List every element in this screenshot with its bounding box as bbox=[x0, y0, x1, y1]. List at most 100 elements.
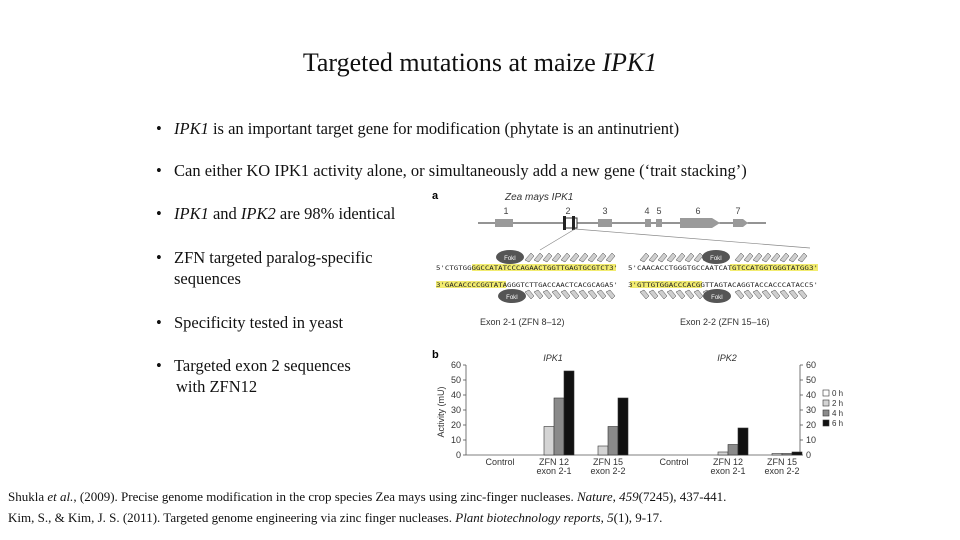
zinc-finger bbox=[524, 289, 535, 300]
bullet-text: ZFN targeted paralog-specific bbox=[174, 248, 373, 267]
zinc-finger bbox=[587, 252, 598, 263]
figure-panel-b: b IPK1 IPK2 Activity (mU) 0 0 10 10 20 20 30 30… bbox=[432, 349, 843, 476]
zinc-finger bbox=[743, 252, 754, 263]
exon-number: 4 bbox=[644, 206, 649, 216]
zinc-finger bbox=[779, 252, 790, 263]
zinc-finger bbox=[770, 252, 781, 263]
title-gene: IPK1 bbox=[602, 48, 658, 77]
exon-number: 5 bbox=[656, 206, 661, 216]
ref-volume: 459 bbox=[619, 489, 639, 504]
dna-bottom-strand: 3'GACACCCCGGTATAGGGTCTTGACCAACTCACGCAGA5… bbox=[436, 282, 618, 289]
y-tick-label-right: 0 bbox=[806, 450, 811, 460]
y-tick-label: 60 bbox=[451, 360, 461, 370]
gene-label: Zea mays IPK1 bbox=[504, 192, 573, 203]
zinc-finger bbox=[761, 289, 772, 300]
y-axis-label: Activity (mU) bbox=[436, 387, 446, 438]
ref-text: Kim, S., & Kim, J. S. (2011). Targeted g… bbox=[8, 510, 456, 525]
zinc-finger bbox=[578, 252, 589, 263]
zinc-finger bbox=[551, 289, 562, 300]
y-tick-label: 40 bbox=[451, 390, 461, 400]
foki-label: FokI bbox=[504, 256, 516, 262]
y-tick-label: 20 bbox=[451, 420, 461, 430]
zoom-line bbox=[574, 228, 811, 249]
ref-text: (1), 9-17. bbox=[613, 510, 663, 525]
zinc-finger bbox=[770, 289, 781, 300]
bullet-dot: • bbox=[156, 204, 162, 223]
zinc-finger bbox=[596, 252, 607, 263]
legend-swatch bbox=[822, 409, 830, 417]
zinc-finger bbox=[533, 289, 544, 300]
reference-shukla: Shukla et al., (2009). Precise genome mo… bbox=[8, 486, 726, 507]
y-tick-label-right: 50 bbox=[806, 375, 816, 385]
zinc-finger bbox=[734, 252, 745, 263]
exon-site-label: Exon 2-1 (ZFN 8–12) bbox=[480, 317, 565, 327]
zinc-finger bbox=[761, 252, 772, 263]
y-ticks: 0 0 10 10 20 20 30 30 40 40 50 50 60 60 bbox=[451, 360, 816, 460]
slide-title: Targeted mutations at maize IPK1 bbox=[0, 48, 960, 78]
zinc-finger bbox=[587, 289, 598, 300]
y-tick-label: 50 bbox=[451, 375, 461, 385]
ref-journal: Nature bbox=[576, 489, 613, 504]
legend-swatch bbox=[822, 389, 830, 397]
y-tick-label-right: 20 bbox=[806, 420, 816, 430]
zinc-finger bbox=[666, 252, 677, 263]
dna-bottom-strand: 3'GTTGTGGACCCACGGTTAGTACAGGTACCACCCATACC… bbox=[628, 282, 818, 289]
zinc-finger bbox=[752, 289, 763, 300]
legend-swatch bbox=[822, 399, 830, 407]
dna-top-strand: 5'CAACACCTGGGTGCCAATCATGTCCATGGTGGGTATGG… bbox=[628, 265, 818, 272]
y-tick-label-right: 60 bbox=[806, 360, 816, 370]
zinc-finger bbox=[605, 289, 616, 300]
y-tick-label: 30 bbox=[451, 405, 461, 415]
zinc-finger bbox=[788, 252, 799, 263]
ref-text: et al. bbox=[47, 489, 74, 504]
exon-number: 1 bbox=[503, 206, 508, 216]
bullet-dot: • bbox=[156, 356, 162, 375]
panel-label-a: a bbox=[432, 190, 439, 202]
bar-IPK1-1-3 bbox=[563, 370, 575, 456]
ref-text: , bbox=[600, 510, 608, 525]
bar-series bbox=[543, 370, 803, 456]
exon-number: 6 bbox=[695, 206, 700, 216]
zinc-finger bbox=[533, 252, 544, 263]
foki-domain bbox=[702, 250, 730, 264]
bar-IPK1-1-2 bbox=[553, 397, 565, 456]
zinc-finger bbox=[675, 289, 686, 300]
zinc-finger bbox=[693, 252, 704, 263]
y-tick-label: 0 bbox=[456, 450, 461, 460]
bar-IPK1-2-2 bbox=[607, 426, 619, 456]
foki-domain bbox=[498, 289, 526, 303]
binding-site-highlight bbox=[730, 264, 818, 271]
zinc-finger bbox=[639, 289, 650, 300]
category-sublabel: exon 2-2 bbox=[764, 466, 799, 476]
zinc-finger bbox=[684, 252, 695, 263]
category-sublabel: exon 2-1 bbox=[536, 466, 571, 476]
gene-name: IPK1 bbox=[174, 204, 209, 223]
bar-IPK2-2-2 bbox=[781, 453, 793, 456]
binding-site-highlight bbox=[630, 281, 702, 288]
bullet-text-continued: with ZFN12 bbox=[176, 377, 258, 396]
gene-name: IPK2 bbox=[240, 204, 276, 223]
binding-site-highlight bbox=[436, 281, 506, 288]
zinc-finger bbox=[752, 252, 763, 263]
y-tick-label-right: 30 bbox=[806, 405, 816, 415]
zoom-line bbox=[539, 228, 576, 251]
group-label: IPK1 bbox=[543, 353, 563, 363]
bullet-text: Targeted exon 2 sequences bbox=[174, 356, 351, 375]
zinc-finger bbox=[648, 289, 659, 300]
title-text: Targeted mutations at maize bbox=[302, 48, 603, 77]
figure-panel-a: a Zea mays IPK1 1 2 3 4 5 6 7 FokI bbox=[432, 190, 818, 327]
zinc-finger bbox=[605, 252, 616, 263]
exon-numbers: 1 2 3 4 5 6 7 bbox=[503, 206, 740, 216]
zinc-finger bbox=[560, 289, 571, 300]
category-label: ZFN 12 bbox=[539, 457, 569, 467]
ref-text: , bbox=[612, 489, 620, 504]
zinc-finger bbox=[657, 289, 668, 300]
zinc-finger bbox=[569, 252, 580, 263]
bullet-text: are 98% identical bbox=[275, 204, 396, 223]
bar-IPK2-2-3 bbox=[791, 451, 803, 456]
foki-label: FokI bbox=[506, 295, 518, 301]
category-label: Control bbox=[485, 457, 514, 467]
exon-blocks bbox=[495, 217, 748, 229]
ref-volume: 5 bbox=[607, 510, 614, 525]
